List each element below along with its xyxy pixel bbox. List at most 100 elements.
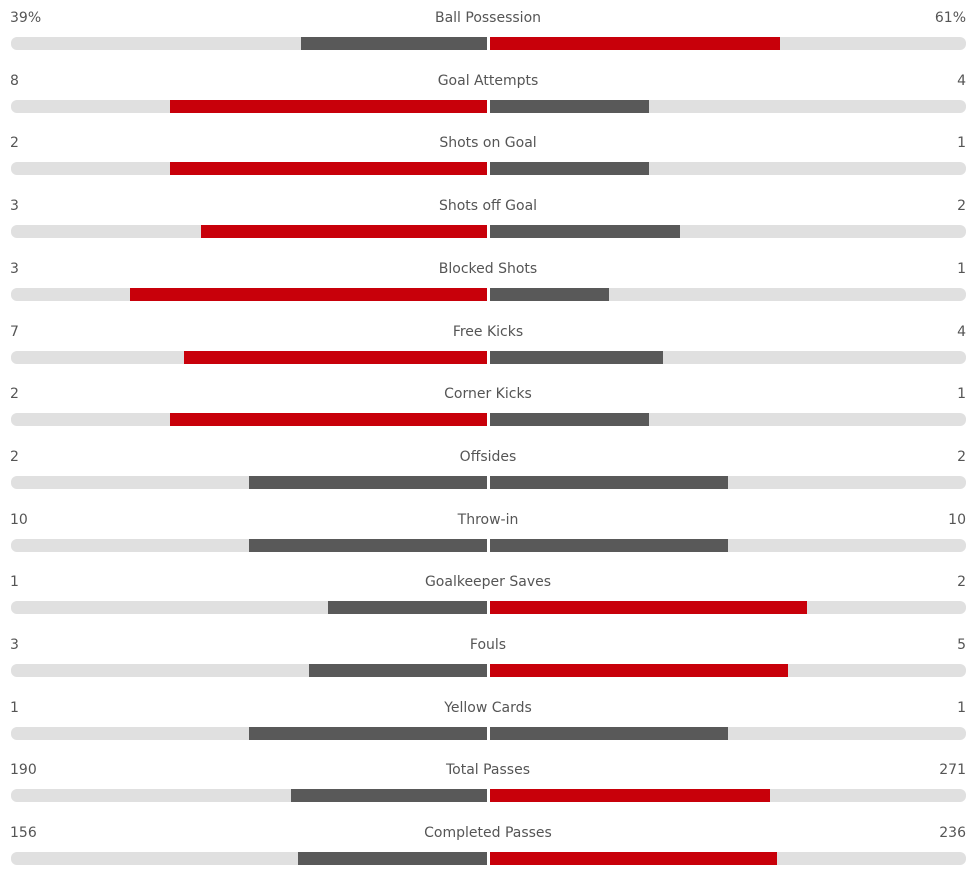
stat-row: 1 Yellow Cards 1 — [0, 692, 980, 754]
away-bar-fill — [490, 99, 649, 113]
home-value: 3 — [10, 637, 19, 653]
home-bar-fill — [130, 287, 487, 301]
away-bar-track — [490, 225, 966, 239]
away-bar-track — [490, 852, 966, 866]
stat-label: Yellow Cards — [444, 699, 532, 716]
stat-row: 10 Throw-in 10 — [0, 504, 980, 566]
away-value: 1 — [957, 135, 966, 152]
home-bar-track — [11, 601, 487, 615]
home-bar-track — [11, 350, 487, 364]
home-bar-track — [11, 475, 487, 489]
home-value: 2 — [10, 448, 19, 465]
home-value: 10 — [10, 511, 28, 528]
home-bar-fill — [249, 538, 487, 552]
home-bar-fill — [184, 350, 487, 364]
away-bar-fill — [490, 601, 808, 615]
home-bar-track — [11, 726, 487, 740]
away-value: 2 — [957, 198, 966, 215]
stat-label: Blocked Shots — [438, 260, 538, 277]
away-bar-fill — [490, 162, 649, 176]
away-bar-track — [490, 413, 966, 427]
stat-label: Corner Kicks — [444, 386, 532, 403]
home-bar-fill — [301, 37, 487, 50]
away-value: 61% — [934, 10, 966, 26]
away-bar-fill — [490, 225, 681, 239]
home-value: 3 — [10, 260, 19, 277]
away-bar-fill — [490, 538, 728, 552]
stat-row: 2 Offsides 2 — [0, 441, 980, 503]
away-bar-fill — [490, 37, 781, 50]
stat-label: Throw-in — [457, 511, 519, 528]
home-value: 7 — [10, 323, 19, 340]
stat-row: 39% Ball Possession 61% — [0, 2, 980, 64]
away-bar-track — [490, 350, 966, 364]
away-value: 1 — [957, 260, 966, 277]
away-value: 4 — [957, 72, 966, 89]
home-bar-fill — [169, 99, 487, 113]
away-bar-fill — [490, 852, 777, 866]
away-bar-fill — [490, 413, 649, 427]
stat-label: Fouls — [469, 637, 507, 653]
stat-label: Ball Possession — [434, 10, 542, 26]
stat-row: 1 Goalkeeper Saves 2 — [0, 566, 980, 628]
home-value: 156 — [10, 825, 37, 842]
home-bar-track — [11, 225, 487, 239]
home-bar-track — [11, 37, 487, 50]
home-value: 1 — [10, 699, 19, 716]
away-bar-track — [490, 601, 966, 615]
stat-row: 8 Goal Attempts 4 — [0, 65, 980, 127]
away-bar-fill — [490, 287, 609, 301]
away-bar-fill — [490, 475, 728, 489]
home-value: 190 — [10, 762, 37, 779]
stat-label: Offsides — [459, 448, 517, 465]
home-bar-track — [11, 664, 487, 677]
home-value: 3 — [10, 198, 19, 215]
home-bar-track — [11, 538, 487, 552]
away-value: 1 — [957, 699, 966, 716]
home-bar-fill — [169, 413, 487, 427]
away-bar-track — [490, 99, 966, 113]
home-bar-fill — [249, 475, 487, 489]
stat-label: Goalkeeper Saves — [424, 574, 552, 591]
home-value: 1 — [10, 574, 19, 591]
away-bar-fill — [490, 350, 664, 364]
stat-row: 7 Free Kicks 4 — [0, 316, 980, 378]
away-value: 2 — [957, 448, 966, 465]
home-value: 2 — [10, 135, 19, 152]
away-bar-track — [490, 475, 966, 489]
stat-label: Completed Passes — [424, 825, 552, 842]
home-bar-fill — [201, 225, 487, 239]
home-bar-fill — [169, 162, 487, 176]
stat-row: 3 Shots off Goal 2 — [0, 190, 980, 252]
away-bar-fill — [490, 726, 728, 740]
away-value: 1 — [957, 386, 966, 403]
home-bar-track — [11, 287, 487, 301]
home-bar-fill — [297, 852, 487, 866]
home-bar-fill — [328, 601, 487, 615]
away-bar-track — [490, 287, 966, 301]
stat-label: Goal Attempts — [437, 72, 539, 89]
away-bar-track — [490, 162, 966, 176]
home-bar-fill — [308, 664, 487, 677]
stat-label: Shots off Goal — [438, 198, 538, 215]
home-bar-fill — [290, 789, 487, 803]
away-value: 10 — [948, 511, 966, 528]
away-bar-track — [490, 726, 966, 740]
away-bar-fill — [490, 664, 788, 677]
away-bar-track — [490, 789, 966, 803]
home-bar-track — [11, 852, 487, 866]
stat-label: Total Passes — [445, 762, 531, 779]
away-value: 4 — [957, 323, 966, 340]
home-bar-track — [11, 413, 487, 427]
stat-row: 2 Corner Kicks 1 — [0, 378, 980, 440]
stat-row: 3 Blocked Shots 1 — [0, 253, 980, 315]
away-value: 5 — [957, 637, 966, 653]
home-bar-fill — [249, 726, 487, 740]
away-value: 236 — [939, 825, 966, 842]
stat-row: 156 Completed Passes 236 — [0, 817, 980, 879]
home-bar-track — [11, 789, 487, 803]
away-bar-track — [490, 664, 966, 677]
stat-row: 190 Total Passes 271 — [0, 754, 980, 816]
home-bar-track — [11, 162, 487, 176]
home-value: 2 — [10, 386, 19, 403]
